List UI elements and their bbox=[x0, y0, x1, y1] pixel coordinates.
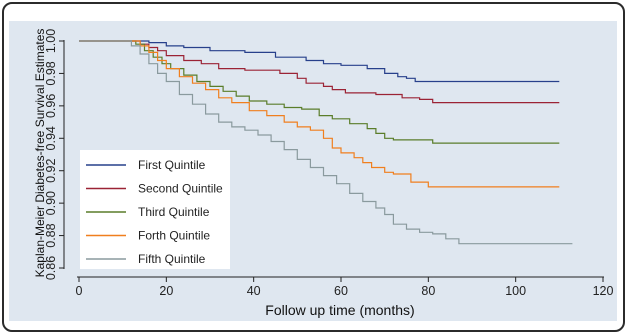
legend-label: Third Quintile bbox=[138, 205, 210, 219]
y-tick-label: 0.90 bbox=[44, 191, 58, 215]
x-tick-label: 80 bbox=[421, 284, 435, 298]
x-tick-label: 100 bbox=[505, 284, 526, 298]
y-tick-label: 0.92 bbox=[44, 159, 58, 183]
axes: 0 20 40 60 80 100 120 0.86 0.88 0.90 0.92 0.94 0.96 0… bbox=[44, 29, 613, 298]
legend-label: Second Quintile bbox=[138, 182, 223, 196]
x-tick-label: 40 bbox=[247, 284, 261, 298]
survival-chart: 0 20 40 60 80 100 120 0.86 0.88 0.90 0.92 0.94 0.96 0… bbox=[33, 29, 613, 318]
series-line-1 bbox=[79, 40, 560, 83]
series-line-5 bbox=[79, 40, 573, 245]
series-line-2 bbox=[79, 40, 560, 104]
y-tick-label: 0.86 bbox=[44, 256, 58, 280]
series-line-4 bbox=[79, 40, 560, 188]
y-axis-title: Kaplan-Meier Diabetes-free Survival Esti… bbox=[33, 29, 47, 278]
y-tick-label: 0.94 bbox=[44, 126, 58, 150]
y-tick-label: 0.98 bbox=[44, 61, 58, 85]
legend-box bbox=[80, 150, 230, 269]
x-tick-label: 0 bbox=[76, 284, 83, 298]
y-tick-label: 0.96 bbox=[44, 94, 58, 118]
x-tick-label: 20 bbox=[159, 284, 173, 298]
x-tick-label: 120 bbox=[593, 284, 614, 298]
legend-label: Forth Quintile bbox=[138, 229, 210, 243]
y-tick-label: 1.00 bbox=[44, 29, 58, 53]
x-tick-label: 60 bbox=[334, 284, 348, 298]
series-layer bbox=[79, 40, 573, 245]
legend: First Quintile Second Quintile Third Quint… bbox=[86, 158, 223, 266]
y-tick-label: 0.88 bbox=[44, 223, 58, 247]
legend-label: Fifth Quintile bbox=[138, 252, 206, 266]
legend-label: First Quintile bbox=[138, 158, 206, 172]
x-axis-title: Follow up time (months) bbox=[265, 302, 414, 318]
series-line-3 bbox=[79, 40, 560, 144]
